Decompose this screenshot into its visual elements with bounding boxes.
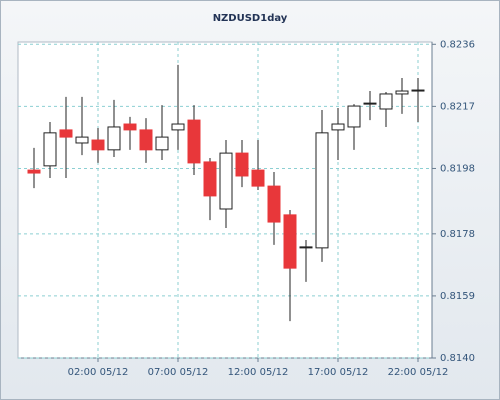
- candle-body: [411, 89, 425, 92]
- x-tick-label: 22:00 05/12: [388, 367, 449, 378]
- candle-body: [59, 129, 73, 138]
- candle-body: [299, 246, 313, 249]
- candle-body: [155, 136, 169, 151]
- candle-body: [91, 139, 105, 151]
- candle-body: [267, 185, 281, 223]
- y-tick-label: 0.8159: [440, 291, 475, 302]
- candle-body: [315, 132, 329, 249]
- candle-body: [347, 105, 361, 128]
- candle-body: [123, 123, 137, 131]
- x-tick-label: 12:00 05/12: [228, 367, 289, 378]
- x-tick-label: 02:00 05/12: [68, 367, 129, 378]
- candle-body: [43, 132, 57, 167]
- y-tick-label: 0.8178: [440, 229, 475, 240]
- candle-body: [283, 214, 297, 269]
- y-tick-label: 0.8217: [440, 101, 475, 112]
- y-tick-label: 0.8236: [440, 39, 475, 50]
- candle-body: [363, 102, 377, 105]
- candle-body: [379, 93, 393, 110]
- candle-body: [75, 136, 89, 144]
- candle-body: [251, 169, 265, 187]
- candle-body: [171, 123, 185, 131]
- candle-body: [203, 161, 217, 197]
- candle-body: [235, 152, 249, 177]
- y-tick-label: 0.8140: [440, 353, 475, 364]
- y-tick-label: 0.8198: [440, 163, 475, 174]
- candle-body: [395, 90, 409, 95]
- x-tick-label: 17:00 05/12: [308, 367, 369, 378]
- x-tick-label: 07:00 05/12: [148, 367, 209, 378]
- candle-body: [139, 129, 153, 151]
- candle-body: [107, 126, 121, 151]
- chart-title: NZDUSD1day: [213, 13, 288, 24]
- candle-body: [27, 169, 41, 174]
- candle-body: [187, 119, 201, 164]
- candle-body: [219, 152, 233, 210]
- candle-body: [331, 123, 345, 131]
